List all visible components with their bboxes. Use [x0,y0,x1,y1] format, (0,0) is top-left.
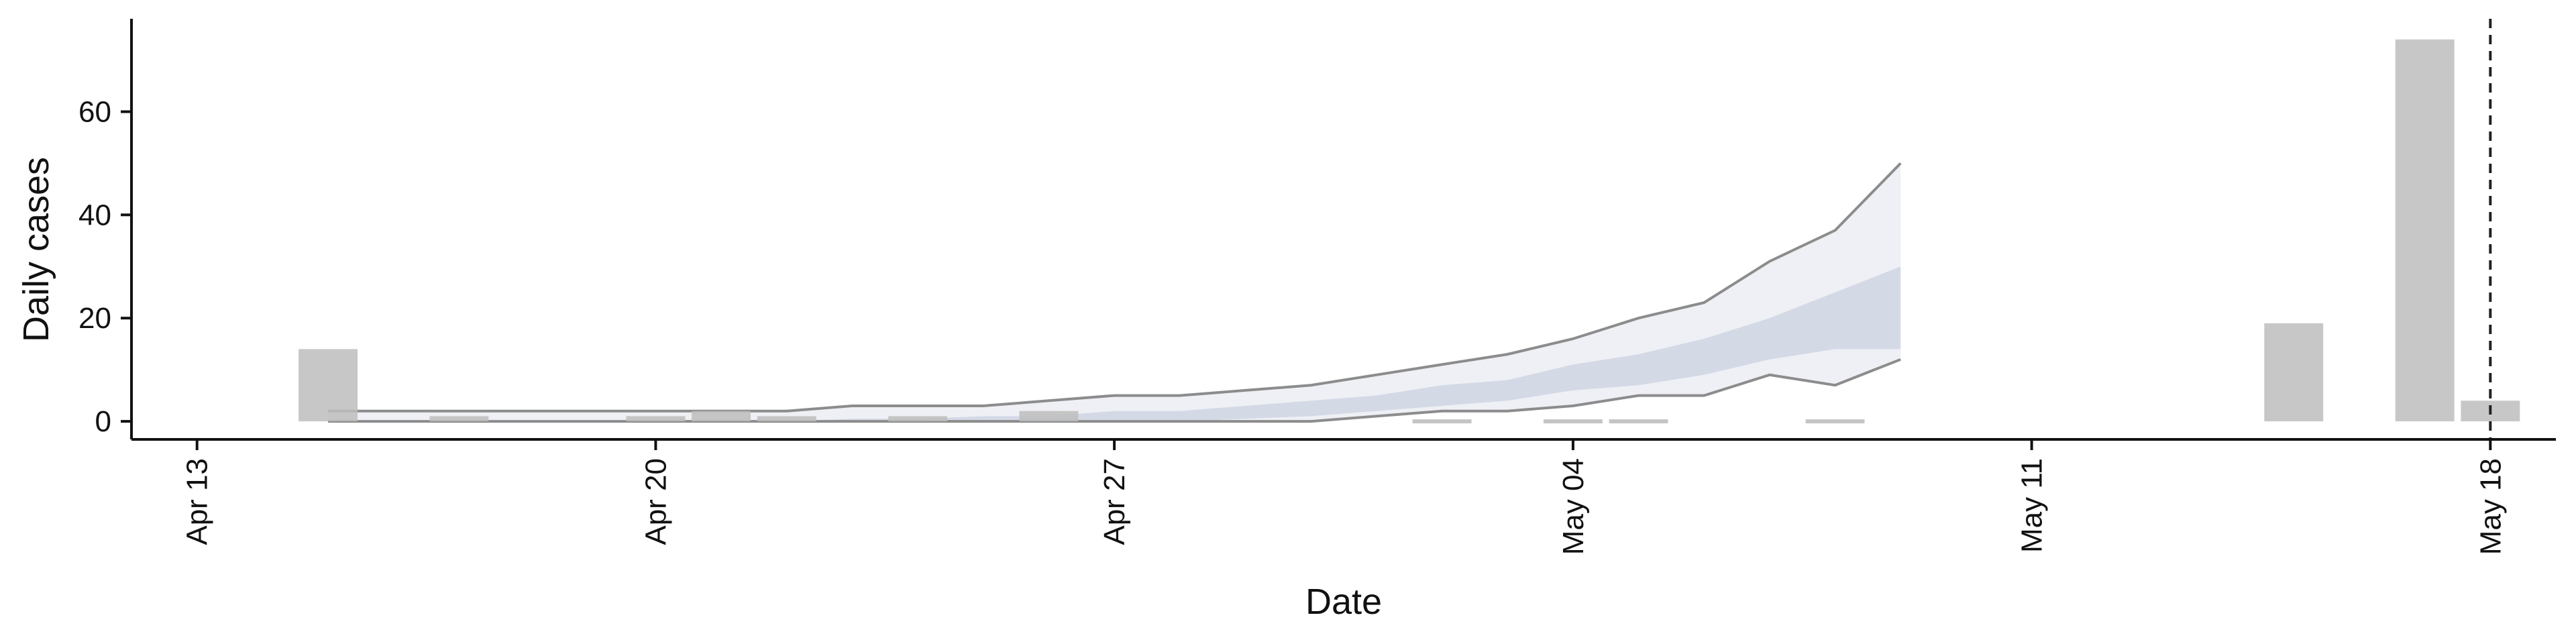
zero-marker [1412,419,1472,424]
y-tick-label: 40 [78,199,111,231]
y-ticks-layer: 0 20 40 60 [78,96,131,438]
forecast-band-layer [328,162,1902,423]
x-tick-label: Apr 20 [639,458,672,545]
bar [888,416,948,422]
x-ticks-layer: Apr 13 Apr 20 Apr 27 May 04 May 11 May 18 [181,439,2507,555]
forecast-lower-90-line [328,358,1901,423]
forecast-band-50 [328,266,1901,422]
zero-marker [1805,419,1865,424]
zero-markers-layer [1412,419,1865,424]
y-tick-label: 20 [78,302,111,335]
bar [299,349,358,422]
y-tick-label: 60 [78,96,111,129]
zero-marker [1543,419,1603,424]
x-tick-label: May 18 [2474,458,2507,555]
forecast-upper-90-line [328,162,1902,413]
bar [757,416,816,422]
axes-layer [130,19,2556,441]
bar [2395,39,2455,422]
forecast-band-90 [328,163,1901,422]
bar [626,416,686,422]
x-tick-label: May 04 [1557,458,1590,555]
zero-marker [1609,419,1668,424]
bars-layer [299,39,2520,422]
x-tick-label: May 11 [2016,458,2049,553]
bar [1019,411,1079,422]
y-axis-title: Daily cases [16,157,56,342]
bar [692,411,751,422]
bar [429,416,489,422]
x-tick-label: Apr 13 [181,458,214,545]
y-tick-label: 0 [95,405,111,438]
bar [2264,323,2324,422]
x-tick-label: Apr 27 [1098,458,1131,545]
x-axis-title: Date [1305,582,1382,622]
